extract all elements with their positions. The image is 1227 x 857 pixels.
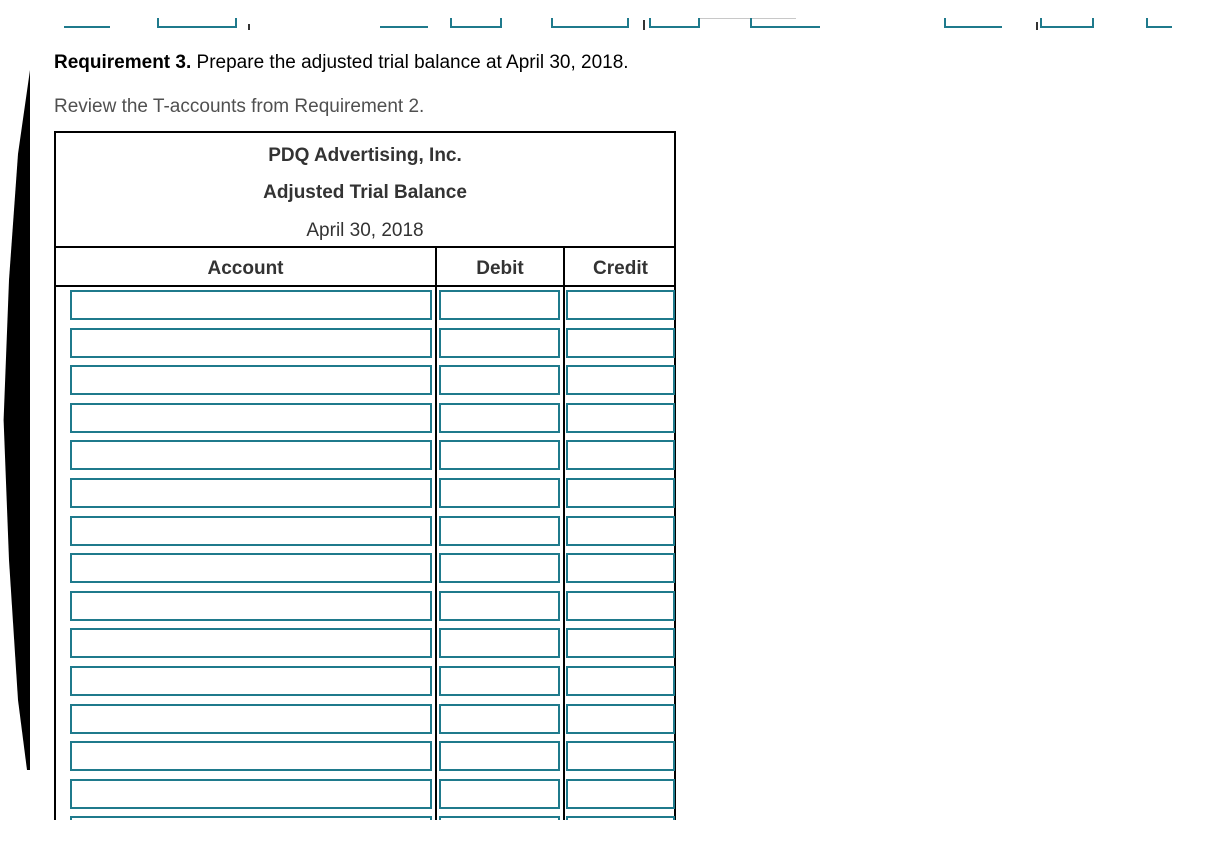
partial-input-field xyxy=(649,18,700,28)
account-input[interactable] xyxy=(70,402,432,433)
column-headers: Account Debit Credit xyxy=(56,248,674,287)
debit-input[interactable] xyxy=(439,703,560,734)
account-input[interactable] xyxy=(70,515,432,546)
partial-mark xyxy=(248,24,250,30)
previous-content-strip xyxy=(0,0,1227,32)
partial-input-field xyxy=(64,18,110,28)
partial-input-field xyxy=(551,18,629,28)
credit-input[interactable] xyxy=(566,666,675,696)
credit-input[interactable] xyxy=(566,741,675,772)
statement-date: April 30, 2018 xyxy=(306,220,424,241)
credit-input[interactable] xyxy=(566,703,675,734)
debit-input[interactable] xyxy=(439,590,560,621)
partial-mark xyxy=(643,20,645,30)
partial-input-field xyxy=(1040,18,1094,28)
account-input[interactable] xyxy=(70,478,432,508)
table-header: PDQ Advertising, Inc. Adjusted Trial Bal… xyxy=(56,133,674,248)
credit-input[interactable] xyxy=(566,478,675,508)
table-row xyxy=(56,703,675,736)
credit-input[interactable] xyxy=(566,365,675,396)
debit-input[interactable] xyxy=(439,778,560,809)
partial-input-field xyxy=(1146,18,1172,28)
credit-input[interactable] xyxy=(566,402,675,433)
table-row xyxy=(56,440,675,472)
credit-input[interactable] xyxy=(566,553,675,584)
account-input[interactable] xyxy=(70,741,432,772)
table-row xyxy=(56,816,675,820)
partial-mark xyxy=(1036,22,1038,30)
debit-input[interactable] xyxy=(439,440,560,471)
debit-input[interactable] xyxy=(439,402,560,433)
company-name: PDQ Advertising, Inc. xyxy=(268,145,462,166)
debit-input[interactable] xyxy=(439,290,560,320)
review-note: Review the T-accounts from Requirement 2… xyxy=(54,96,425,117)
credit-input[interactable] xyxy=(566,628,675,659)
credit-input[interactable] xyxy=(566,327,675,358)
debit-input[interactable] xyxy=(439,628,560,659)
credit-input[interactable] xyxy=(566,290,675,320)
column-divider xyxy=(435,246,437,820)
requirement-text: Prepare the adjusted trial balance at Ap… xyxy=(191,52,629,73)
requirement-instruction: Requirement 3. Prepare the adjusted tria… xyxy=(54,52,629,74)
account-input[interactable] xyxy=(70,553,432,584)
column-header-account: Account xyxy=(207,258,284,279)
trial-balance-table: PDQ Advertising, Inc. Adjusted Trial Bal… xyxy=(54,131,676,820)
table-row xyxy=(56,741,675,773)
table-row xyxy=(56,778,675,811)
credit-input[interactable] xyxy=(566,515,675,546)
table-row xyxy=(56,365,675,397)
partial-input-field xyxy=(944,18,1002,28)
column-header-debit: Debit xyxy=(476,258,524,279)
table-row xyxy=(56,590,675,623)
table-row xyxy=(56,327,675,360)
account-input[interactable] xyxy=(70,590,432,621)
credit-input[interactable] xyxy=(566,816,675,820)
debit-input[interactable] xyxy=(439,478,560,508)
table-row xyxy=(56,553,675,585)
partial-input-field xyxy=(157,18,237,28)
account-input[interactable] xyxy=(70,290,432,320)
account-input[interactable] xyxy=(70,666,432,696)
column-divider xyxy=(563,246,565,820)
debit-input[interactable] xyxy=(439,666,560,696)
statement-title: Adjusted Trial Balance xyxy=(263,182,467,203)
left-edge-artifact xyxy=(3,70,30,770)
account-input[interactable] xyxy=(70,778,432,809)
credit-input[interactable] xyxy=(566,590,675,621)
account-input[interactable] xyxy=(70,365,432,396)
account-input[interactable] xyxy=(70,703,432,734)
account-input[interactable] xyxy=(70,327,432,358)
account-input[interactable] xyxy=(70,628,432,659)
credit-input[interactable] xyxy=(566,440,675,471)
table-row xyxy=(56,478,675,510)
debit-input[interactable] xyxy=(439,515,560,546)
debit-input[interactable] xyxy=(439,365,560,396)
debit-input[interactable] xyxy=(439,553,560,584)
table-row xyxy=(56,666,675,698)
table-row xyxy=(56,290,675,322)
credit-input[interactable] xyxy=(566,778,675,809)
partial-input-field xyxy=(750,18,820,28)
table-row xyxy=(56,402,675,435)
account-input[interactable] xyxy=(70,816,432,820)
account-input[interactable] xyxy=(70,440,432,471)
partial-input-field xyxy=(380,18,428,28)
partial-input-field xyxy=(450,18,502,28)
debit-input[interactable] xyxy=(439,327,560,358)
partial-divider xyxy=(700,18,796,19)
requirement-label: Requirement 3. xyxy=(54,52,192,73)
table-row xyxy=(56,515,675,548)
column-header-credit: Credit xyxy=(593,258,648,279)
debit-input[interactable] xyxy=(439,816,560,820)
debit-input[interactable] xyxy=(439,741,560,772)
table-row xyxy=(56,628,675,660)
